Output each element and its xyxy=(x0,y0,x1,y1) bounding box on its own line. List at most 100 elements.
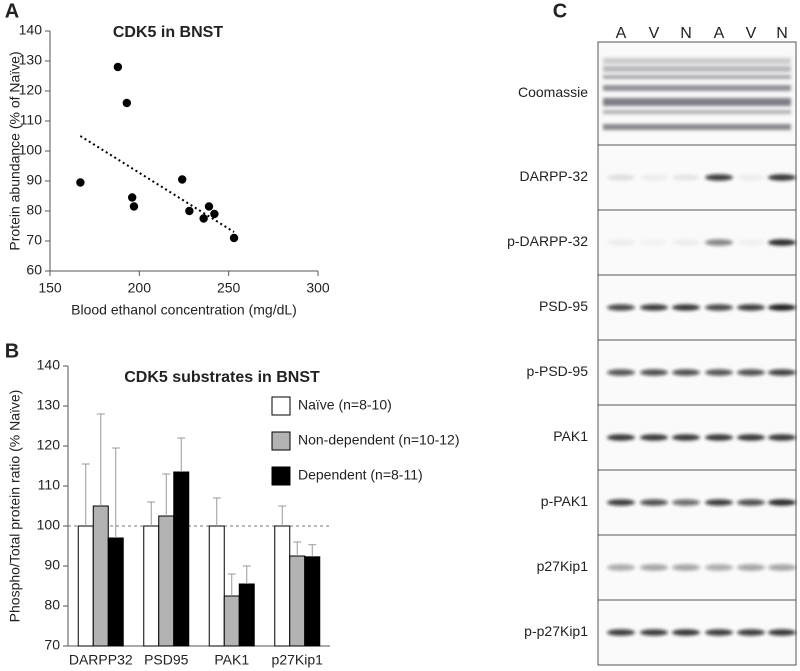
coomassie-band xyxy=(603,110,791,114)
row-label: p27Kip1 xyxy=(537,558,589,574)
blot-band xyxy=(737,174,765,181)
blot-band xyxy=(640,174,668,181)
x-tick-label: 150 xyxy=(38,280,62,296)
coomassie-band xyxy=(603,98,791,106)
blot-band xyxy=(768,629,796,636)
y-tick-label: 80 xyxy=(44,597,60,613)
coomassie-band xyxy=(603,85,791,91)
blot-band xyxy=(672,239,700,246)
blot-band xyxy=(737,434,765,441)
blot-band xyxy=(672,304,700,311)
blot-band xyxy=(705,369,733,376)
blot-band xyxy=(640,239,668,245)
blot-band xyxy=(705,304,733,311)
scatter-point xyxy=(122,98,132,108)
error-bar xyxy=(177,437,186,472)
blot-band xyxy=(607,239,635,246)
error-bar xyxy=(293,541,302,556)
bar xyxy=(143,525,160,647)
blot-band xyxy=(640,564,668,571)
x-tick-label: 200 xyxy=(128,280,152,296)
blot-band xyxy=(768,174,796,181)
x-axis-label: Blood ethanol concentration (mg/dL) xyxy=(71,302,297,318)
y-tick-label: 110 xyxy=(38,477,61,493)
blot-band xyxy=(768,239,796,246)
scatter-point xyxy=(113,62,123,72)
blot-band xyxy=(672,629,700,636)
error-bar xyxy=(81,463,90,526)
lane-label: A xyxy=(714,25,725,42)
legend-swatch xyxy=(271,431,291,451)
blot-band xyxy=(768,369,796,376)
blot-band xyxy=(672,564,700,571)
blot-band xyxy=(768,304,796,311)
coomassie-band xyxy=(603,75,791,79)
y-tick-label: 140 xyxy=(37,357,61,373)
bar xyxy=(77,525,94,647)
bar xyxy=(208,525,225,647)
blot-band xyxy=(640,304,668,311)
bar xyxy=(289,555,306,647)
blot-band xyxy=(607,499,635,506)
blot-band xyxy=(768,434,796,441)
blot-band xyxy=(737,239,765,246)
bar xyxy=(274,525,291,647)
legend-label: Naïve (n=8-10) xyxy=(298,397,392,413)
error-bar xyxy=(111,447,120,538)
legend-swatch xyxy=(271,396,291,416)
legend-label: Dependent (n=8-11) xyxy=(298,467,423,483)
scatter-point xyxy=(199,214,208,223)
bar xyxy=(173,471,190,647)
bar xyxy=(238,583,255,647)
blot-band xyxy=(737,499,765,506)
error-bar xyxy=(147,501,156,526)
scatter-point xyxy=(185,206,194,216)
error-bar xyxy=(242,565,251,584)
row-label: p-p27Kip1 xyxy=(524,623,588,639)
bar xyxy=(107,537,124,647)
error-bar xyxy=(162,473,171,516)
blot-band xyxy=(640,629,668,636)
blot-band xyxy=(672,434,700,441)
lane-label: N xyxy=(776,25,788,42)
panel-label: C xyxy=(553,0,567,22)
lane-label: V xyxy=(649,25,660,42)
blot-band xyxy=(768,499,796,506)
y-tick-label: 100 xyxy=(37,517,61,533)
x-tick-label: PAK1 xyxy=(214,652,249,668)
blot-band xyxy=(607,369,635,376)
blot-band xyxy=(737,304,765,311)
blot-band xyxy=(705,174,733,181)
bar xyxy=(223,595,240,647)
blot-band xyxy=(607,304,635,311)
blot-band xyxy=(737,369,765,376)
blot-band xyxy=(768,564,796,571)
error-bar xyxy=(227,573,236,596)
blot-band xyxy=(705,239,733,246)
row-label: PAK1 xyxy=(553,428,588,444)
y-axis-label: Protein abundance (% of Naïve) xyxy=(7,51,23,250)
lane-label: A xyxy=(616,25,627,42)
coomassie-band xyxy=(603,66,791,72)
scatter-point xyxy=(178,175,187,184)
y-tick-label: 120 xyxy=(19,82,43,98)
row-label: p-PAK1 xyxy=(541,493,588,509)
blot-band xyxy=(705,629,733,636)
scatter-point xyxy=(210,209,219,219)
y-tick-label: 70 xyxy=(26,232,42,248)
blot-band xyxy=(640,434,668,441)
bar xyxy=(158,515,175,647)
blot-band xyxy=(705,564,733,571)
y-tick-label: 60 xyxy=(26,262,42,278)
blot-band xyxy=(672,174,700,181)
trend-line xyxy=(79,135,235,233)
x-tick-label: 300 xyxy=(306,280,330,296)
x-tick-label: DARPP32 xyxy=(69,652,133,668)
row-label: PSD-95 xyxy=(539,298,588,314)
blot-band xyxy=(705,499,733,506)
row-label: Coomassie xyxy=(518,84,588,100)
y-tick-label: 100 xyxy=(19,142,43,158)
y-tick-label: 70 xyxy=(44,637,60,653)
y-tick-label: 90 xyxy=(26,172,42,188)
scatter-point xyxy=(229,233,239,243)
